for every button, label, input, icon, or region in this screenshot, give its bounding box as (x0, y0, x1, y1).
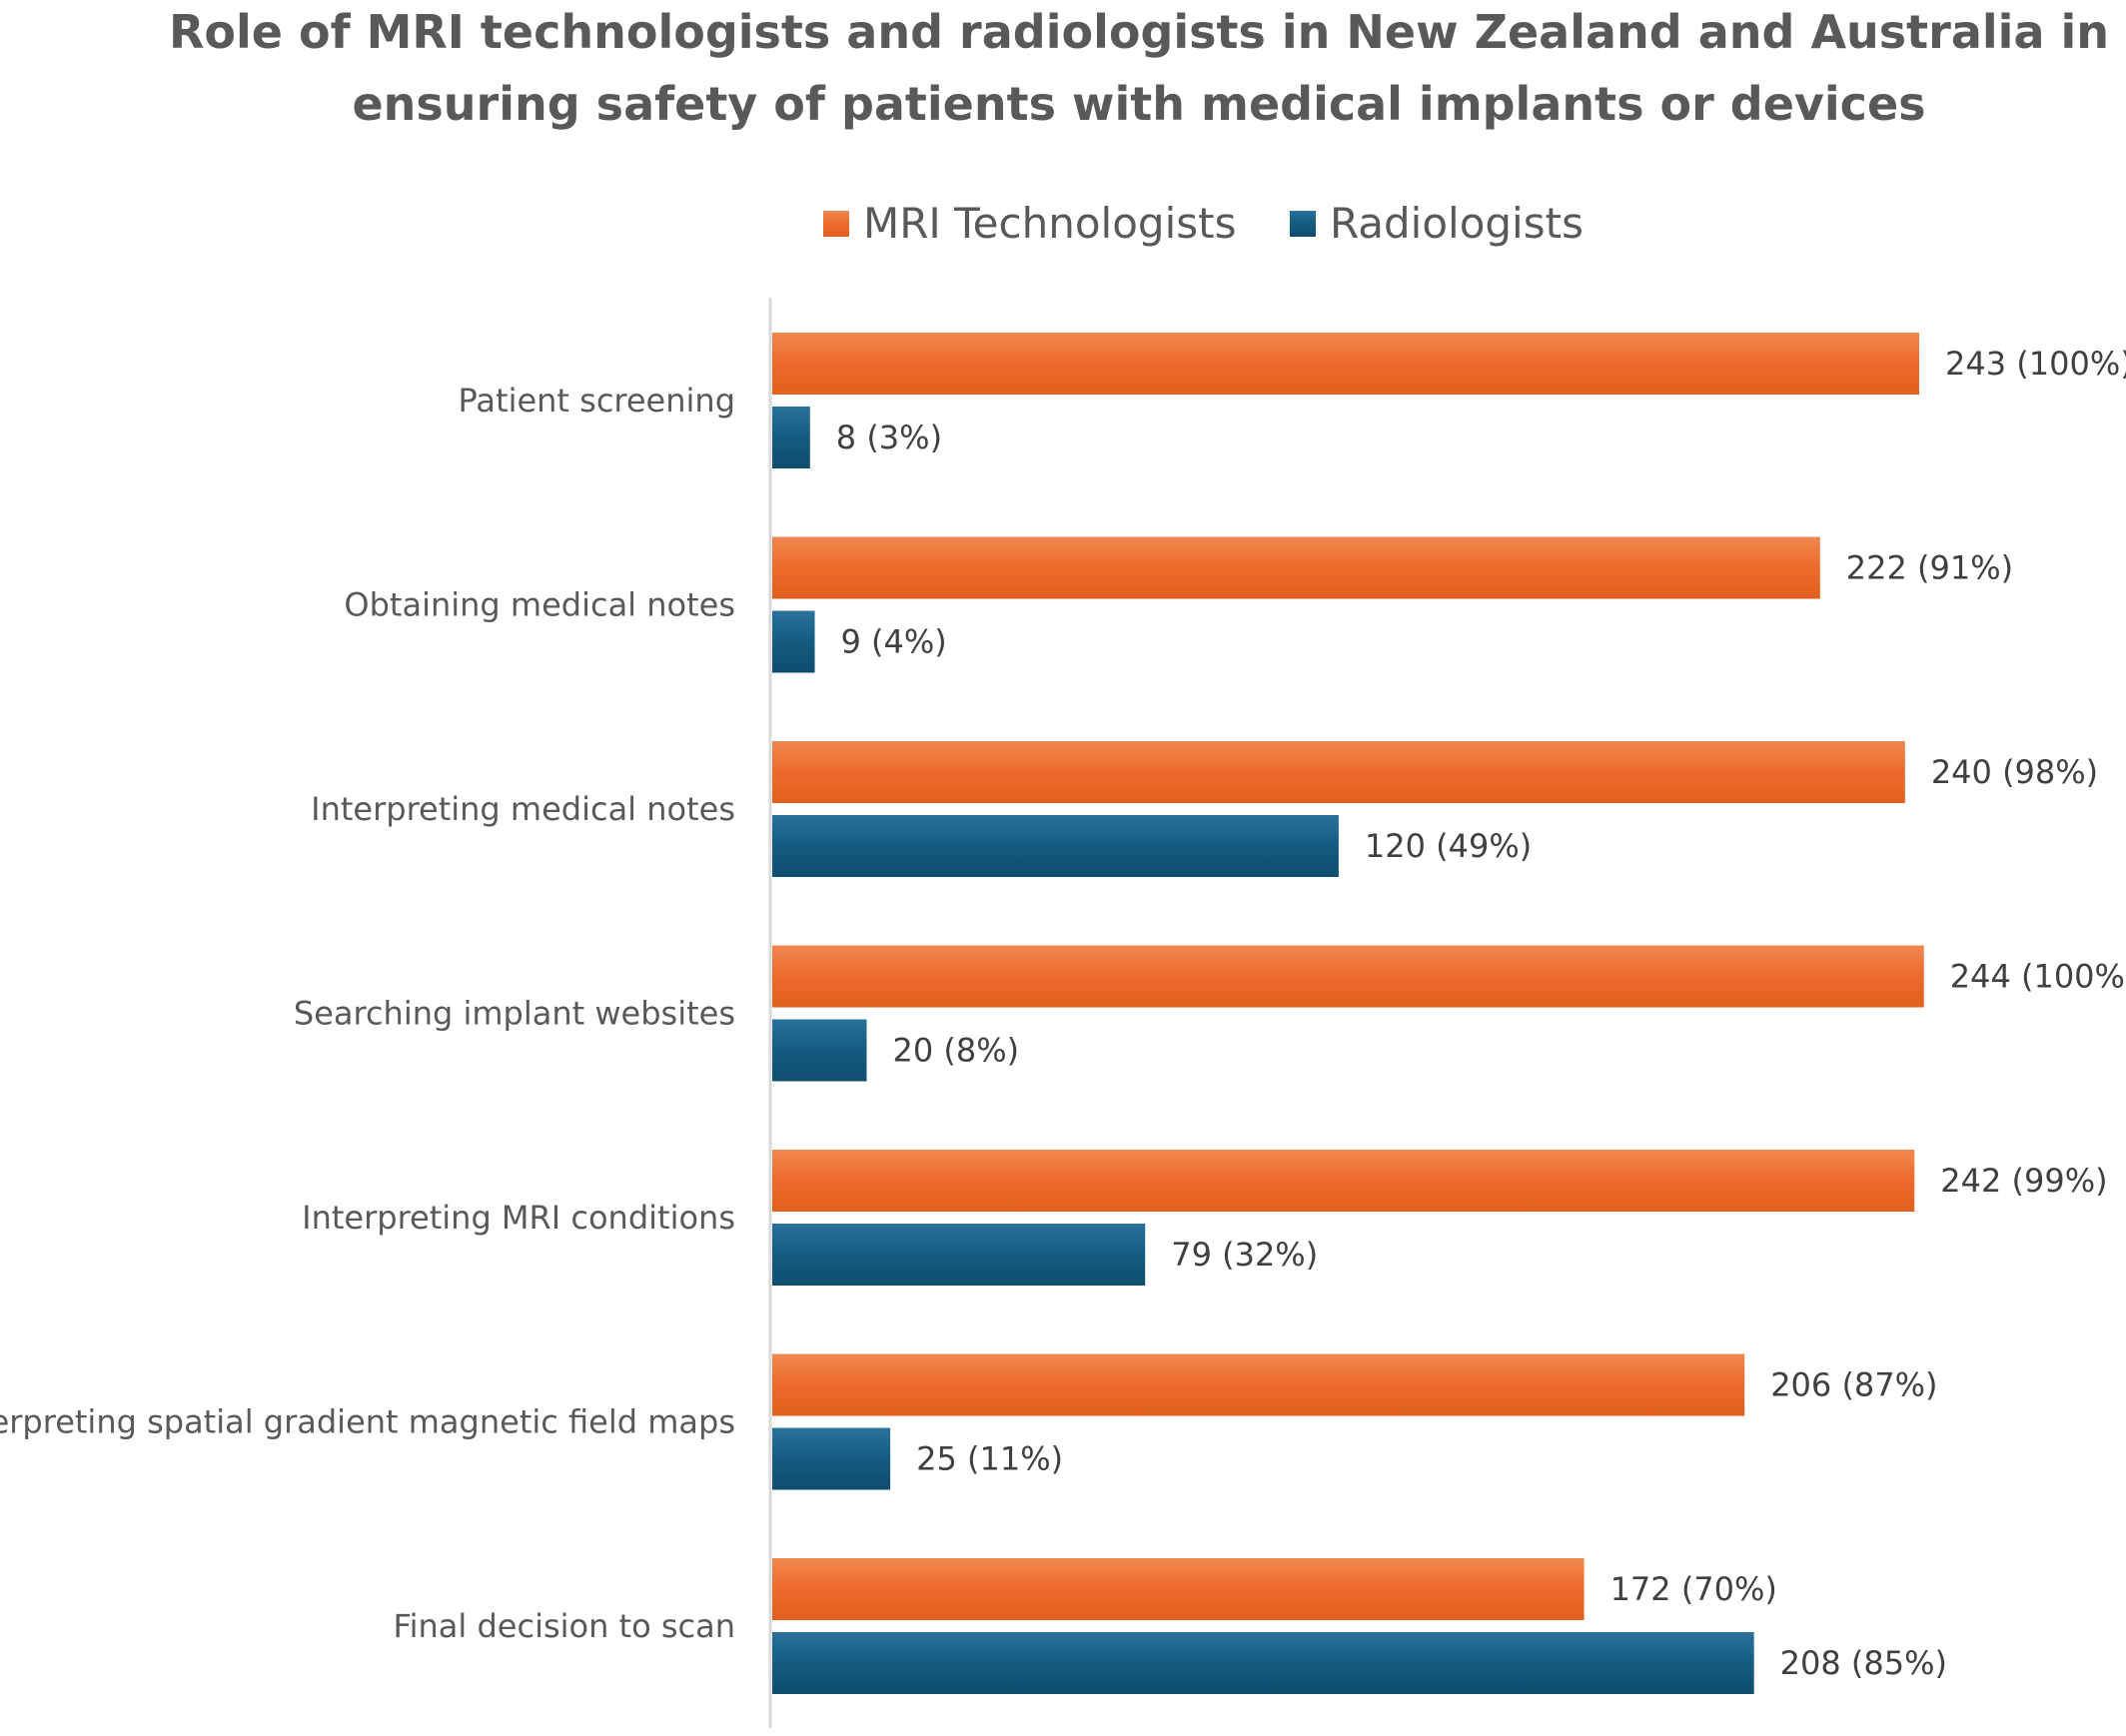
data-label-radiologists-patient-screening: 8 (3%) (836, 419, 942, 456)
category-label-obtaining-medical-notes: Obtaining medical notes (344, 586, 735, 624)
category-label-interpreting-medical-notes: Interpreting medical notes (311, 790, 735, 828)
bar-mri-technologists-interpreting-mri-conditions (772, 1150, 1915, 1212)
bar-mri-technologists-final-decision-to-scan (772, 1558, 1585, 1620)
data-label-radiologists-obtaining-medical-notes: 9 (4%) (841, 623, 947, 661)
bar-radiologists-searching-implant-websites (772, 1019, 867, 1082)
bar-mri-technologists-searching-implant-websites (772, 945, 1924, 1008)
category-label-patient-screening: Patient screening (459, 382, 735, 420)
data-label-mri-technologists-interpreting-medical-notes: 240 (98%) (1931, 753, 2098, 791)
data-label-radiologists-interpreting-mri-conditions: 79 (32%) (1171, 1236, 1318, 1274)
legend-label-mri-technologists: MRI Technologists (863, 199, 1236, 248)
data-label-mri-technologists-searching-implant-websites: 244 (100%) (1950, 958, 2126, 996)
bar-mri-technologists-interpreting-spatial-gradient-magnetic-field-maps (772, 1353, 1745, 1416)
bar-radiologists-interpreting-medical-notes (772, 815, 1339, 877)
bar-mri-technologists-obtaining-medical-notes (772, 536, 1820, 599)
data-label-mri-technologists-interpreting-mri-conditions: 242 (99%) (1940, 1162, 2107, 1200)
legend-label-radiologists: Radiologists (1330, 199, 1584, 248)
bar-radiologists-patient-screening (772, 407, 810, 468)
chart-title-line-2: ensuring safety of patients with medical… (352, 77, 1925, 131)
data-label-mri-technologists-obtaining-medical-notes: 222 (91%) (1846, 549, 2013, 587)
bar-radiologists-obtaining-medical-notes (772, 610, 815, 673)
category-label-final-decision-to-scan: Final decision to scan (394, 1607, 735, 1645)
bar-radiologists-interpreting-spatial-gradient-magnetic-field-maps (772, 1427, 891, 1490)
data-label-radiologists-interpreting-medical-notes: 120 (49%) (1365, 827, 1532, 865)
bar-radiologists-interpreting-mri-conditions (772, 1224, 1146, 1286)
data-label-radiologists-searching-implant-websites: 20 (8%) (892, 1032, 1019, 1070)
legend-swatch-radiologists (1290, 211, 1316, 237)
bar-radiologists-final-decision-to-scan (772, 1632, 1754, 1694)
category-label-interpreting-spatial-gradient-magnetic-field-maps: Interpreting spatial gradient magnetic f… (0, 1403, 735, 1441)
category-label-interpreting-mri-conditions: Interpreting MRI conditions (302, 1199, 735, 1237)
bar-mri-technologists-interpreting-medical-notes (772, 741, 1905, 803)
data-label-mri-technologists-interpreting-spatial-gradient-magnetic-field-maps: 206 (87%) (1770, 1366, 1937, 1404)
data-label-mri-technologists-patient-screening: 243 (100%) (1945, 345, 2126, 383)
legend: MRI Technologists Radiologists (823, 199, 1584, 248)
chart-title-line-1: Role of MRI technologists and radiologis… (169, 5, 2109, 59)
bar-mri-technologists-patient-screening (772, 333, 1919, 395)
legend-swatch-mri-technologists (823, 211, 849, 237)
plot-area: Patient screening 243 (100%) 8 (3%) Obtaini… (0, 333, 2126, 1694)
category-label-searching-implant-websites: Searching implant websites (294, 995, 735, 1033)
data-label-radiologists-final-decision-to-scan: 208 (85%) (1780, 1644, 1947, 1682)
data-label-radiologists-interpreting-spatial-gradient-magnetic-field-maps: 25 (11%) (916, 1440, 1063, 1478)
data-label-mri-technologists-final-decision-to-scan: 172 (70%) (1610, 1570, 1777, 1608)
